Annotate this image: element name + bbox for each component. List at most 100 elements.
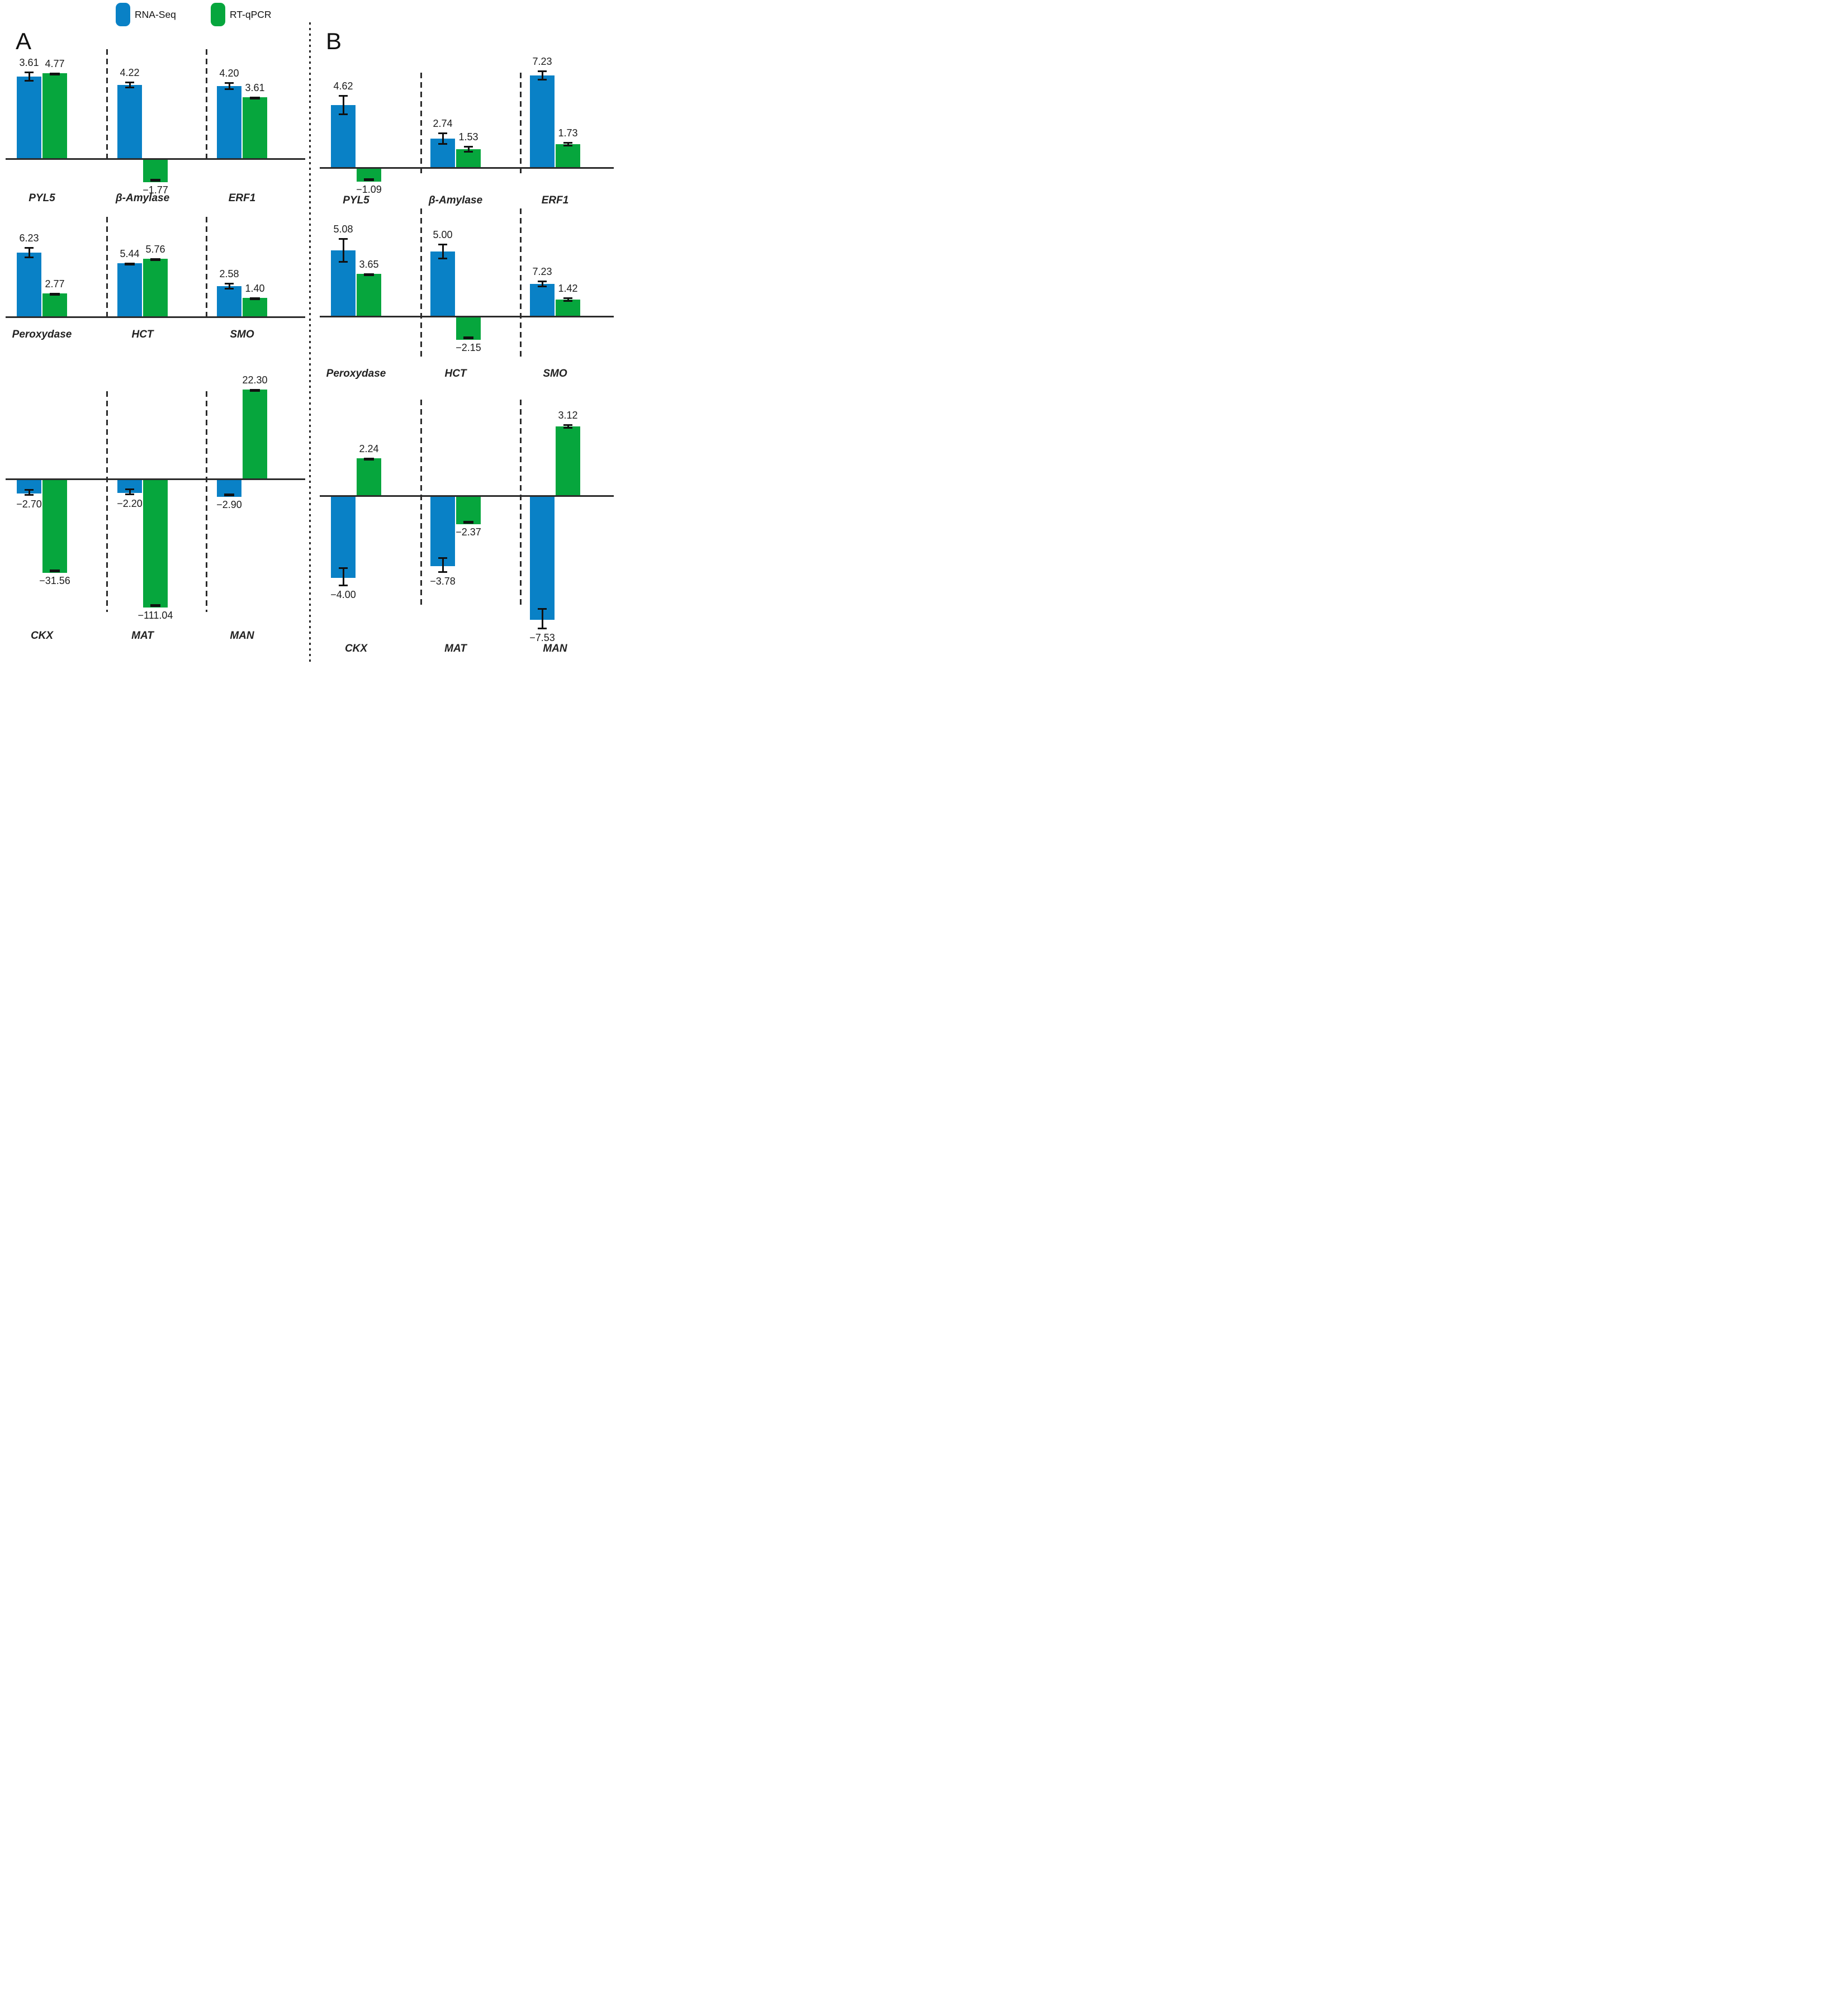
bar-rt-qpcr: [357, 169, 381, 182]
error-bar-cap: [563, 424, 572, 426]
error-bar-cap: [538, 281, 547, 282]
error-bar-cap: [125, 488, 134, 490]
bar-rna-seq: [17, 253, 41, 317]
bar-rna-seq: [117, 263, 142, 317]
error-bar-cap: [339, 95, 348, 97]
error-bar-cap: [563, 142, 572, 144]
value-label: −1.09: [356, 184, 382, 195]
axis-line: [320, 167, 614, 169]
error-bar-cap: [438, 557, 447, 559]
error-bar: [50, 73, 60, 75]
gene-label: MAT: [444, 643, 467, 654]
value-label: 4.77: [45, 58, 65, 69]
legend-item-rt-qpcr: RT-qPCR: [211, 1, 272, 28]
bar-rna-seq: [117, 85, 142, 159]
error-bar-cap: [25, 247, 34, 249]
error-bar-cap: [538, 70, 547, 72]
value-label: 2.77: [45, 278, 65, 290]
error-bar-cap: [538, 628, 547, 629]
bar-rt-qpcr: [556, 300, 580, 317]
error-bar-cap: [438, 132, 447, 134]
gene-label: MAT: [131, 630, 154, 642]
gene-label: ERF1: [541, 194, 569, 206]
bar-rna-seq: [530, 284, 555, 317]
error-bar: [567, 143, 569, 146]
error-bar-cap: [25, 80, 34, 82]
error-bar: [463, 336, 473, 339]
bar-rt-qpcr: [556, 426, 580, 496]
value-label: 7.23: [532, 266, 552, 277]
error-bar-cap: [25, 489, 34, 491]
gene-label: CKX: [30, 630, 54, 642]
value-label: −31.56: [39, 575, 70, 586]
gene-label: ERF1: [228, 192, 256, 204]
group-separator-dashed-line: [106, 49, 108, 162]
bar-rt-qpcr: [143, 259, 168, 317]
error-bar: [541, 71, 543, 80]
error-bar-cap: [339, 261, 348, 263]
panel-a-label: A: [16, 28, 32, 54]
value-label: 6.23: [19, 232, 39, 244]
error-bar: [129, 489, 131, 495]
error-bar-cap: [125, 493, 134, 495]
error-bar: [442, 133, 444, 144]
error-bar: [364, 273, 374, 276]
error-bar: [364, 178, 374, 181]
value-label: −2.15: [456, 342, 481, 353]
legend-label-rna-seq: RNA-Seq: [135, 8, 176, 20]
value-label: 3.12: [558, 410, 578, 421]
error-bar-cap: [563, 297, 572, 299]
group-separator-dashed-line: [520, 400, 522, 606]
error-bar: [150, 604, 160, 607]
gene-label: MAN: [543, 643, 567, 654]
value-label: 5.08: [333, 224, 353, 235]
value-label: −1.77: [143, 184, 168, 196]
error-bar-cap: [563, 145, 572, 146]
error-bar-cap: [438, 244, 447, 245]
group-separator-dashed-line: [520, 73, 522, 176]
value-label: −2.20: [117, 498, 143, 509]
axis-line: [320, 316, 614, 317]
error-bar: [342, 239, 344, 262]
error-bar-cap: [339, 238, 348, 240]
error-bar-cap: [339, 567, 348, 569]
error-bar-cap: [339, 585, 348, 586]
axis-line: [6, 158, 305, 160]
legend-item-rna-seq: RNA-Seq: [116, 1, 176, 28]
value-label: 4.22: [120, 67, 140, 78]
group-separator-dashed-line: [420, 208, 422, 360]
error-bar-cap: [225, 288, 234, 290]
gene-label: PYL5: [343, 194, 369, 206]
bar-rna-seq: [17, 77, 41, 159]
gene-label: Peroxydase: [12, 329, 72, 340]
error-bar: [129, 82, 131, 88]
error-bar: [364, 458, 374, 461]
value-label: 5.76: [145, 244, 165, 255]
error-bar: [467, 146, 470, 152]
bar-rt-qpcr: [243, 298, 267, 317]
error-bar: [541, 281, 543, 287]
value-label: 7.23: [532, 56, 552, 67]
error-bar: [250, 97, 260, 99]
error-bar-cap: [563, 427, 572, 429]
bar-rna-seq: [331, 497, 356, 578]
gene-label: β-Amylase: [115, 192, 170, 204]
bar-rna-seq: [217, 86, 241, 159]
group-separator-dashed-line: [420, 400, 422, 606]
gene-label: PYL5: [29, 192, 55, 204]
axis-line: [320, 495, 614, 497]
error-bar-cap: [538, 286, 547, 287]
group-separator-dashed-line: [206, 391, 207, 612]
legend-swatch-rna-seq: [116, 3, 130, 26]
error-bar-cap: [25, 72, 34, 73]
bar-rna-seq: [530, 75, 555, 168]
value-label: 4.20: [219, 68, 239, 79]
error-bar: [150, 258, 160, 261]
error-bar: [541, 609, 543, 629]
value-label: 1.40: [245, 283, 265, 294]
gene-label: SMO: [543, 368, 567, 379]
bar-rt-qpcr: [243, 390, 267, 480]
group-separator-dashed-line: [520, 208, 522, 360]
error-bar-cap: [225, 82, 234, 84]
legend-label-rt-qpcr: RT-qPCR: [230, 8, 272, 20]
